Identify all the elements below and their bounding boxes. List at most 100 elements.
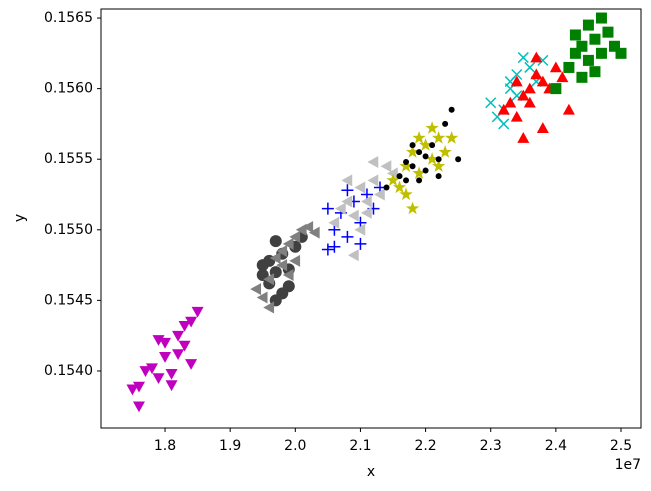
point [409,142,416,149]
point [341,195,353,208]
point [386,173,400,187]
point [431,159,446,172]
point [438,145,452,158]
x-tick-label: 1.8 [154,438,176,454]
point [178,340,191,352]
point [498,118,510,130]
point [523,82,536,94]
point [396,173,403,180]
x-tick-label: 2.3 [480,438,502,454]
point [405,145,420,158]
point [360,206,372,219]
y-tick-label: 0.1565 [44,10,93,26]
x-tick-label: 2.4 [545,438,567,454]
point [269,252,281,265]
point [589,33,601,45]
point [269,235,282,248]
point [185,359,198,370]
point [334,202,346,215]
point [429,142,436,149]
point [517,89,530,101]
point [399,159,413,172]
point [523,96,536,108]
point [589,66,601,78]
x-tick-label: 1.9 [219,438,241,454]
point [367,156,379,169]
point [256,291,268,304]
point [504,96,517,108]
point [425,152,439,165]
point [510,75,523,87]
point [250,283,262,296]
point [442,120,449,127]
point [321,243,334,256]
point [165,368,178,380]
point [276,259,288,272]
y-tick-label: 0.1550 [44,222,93,238]
y-tick-label: 0.1560 [44,81,93,97]
x-tick-label: 2.2 [414,438,436,454]
point [435,156,442,163]
point [422,153,429,160]
point [595,12,607,24]
point [341,184,354,197]
point [556,71,569,83]
point [191,306,204,318]
point [405,201,420,215]
point [569,29,581,41]
point [139,366,152,377]
y-tick-label: 0.1540 [44,363,93,379]
point [530,51,543,63]
point [576,40,588,52]
point [328,216,340,229]
point [263,273,275,286]
point [302,220,314,233]
point [422,167,429,174]
point [373,188,385,201]
point [282,237,294,250]
point [602,26,614,38]
point [126,384,139,396]
point [289,254,301,267]
point [383,184,390,191]
point [412,131,426,144]
point [576,71,588,83]
point [159,337,172,349]
point [328,240,341,253]
x-tick-label: 2.0 [284,438,306,454]
point [510,110,523,122]
point [524,61,536,73]
point [569,47,581,59]
point [132,381,145,393]
point [550,83,562,95]
point [562,103,575,115]
point [582,19,594,31]
point [380,160,392,173]
point [409,163,416,170]
point [185,316,198,328]
point [289,230,301,243]
point [403,159,410,166]
point [367,174,379,187]
point [263,301,275,314]
point [416,149,423,156]
point [321,202,334,215]
point [392,180,407,194]
point [563,61,575,73]
point [341,174,353,187]
point [172,330,185,342]
point [354,181,366,194]
point [308,226,320,239]
point [444,131,459,144]
point [431,131,446,144]
point [146,363,159,375]
point [172,349,185,361]
point [497,103,510,115]
point [517,132,530,143]
point [517,52,529,64]
point [178,320,191,332]
x-offset-label: 1e7 [615,457,641,473]
point [615,47,627,59]
